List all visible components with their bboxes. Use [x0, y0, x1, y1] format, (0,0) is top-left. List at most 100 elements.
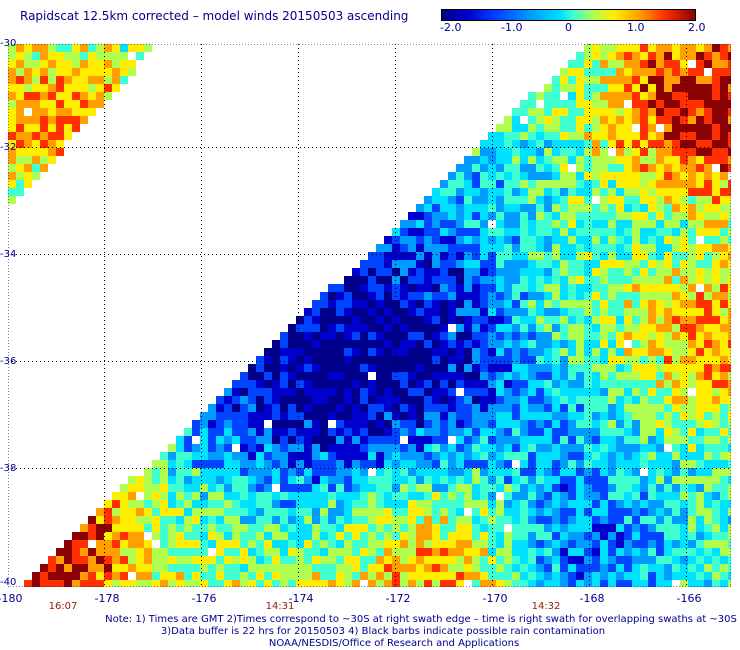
data-cell [696, 532, 704, 540]
data-cell [288, 364, 296, 372]
data-cell [592, 500, 600, 508]
data-cell [608, 340, 616, 348]
data-cell [568, 388, 576, 396]
data-cell [272, 348, 280, 356]
data-cell [616, 220, 624, 228]
data-cell [592, 492, 600, 500]
data-cell [184, 508, 192, 516]
data-cell [368, 476, 376, 484]
data-cell [8, 84, 16, 92]
data-cell [624, 172, 632, 180]
data-cell [616, 356, 624, 364]
data-cell [480, 428, 488, 436]
data-cell [424, 316, 432, 324]
data-cell [520, 108, 528, 116]
data-cell [664, 180, 672, 188]
data-cell [552, 548, 560, 556]
data-cell [664, 556, 672, 564]
note-line: Note: 1) Times are GMT 2)Times correspon… [105, 614, 737, 625]
data-cell [192, 508, 200, 516]
data-cell [704, 124, 712, 132]
data-cell [224, 388, 232, 396]
data-cell [632, 124, 640, 132]
data-cell [528, 436, 536, 444]
data-cell [480, 436, 488, 444]
data-cell [600, 404, 608, 412]
data-cell [40, 124, 48, 132]
data-cell [624, 212, 632, 220]
data-cell [616, 100, 624, 108]
data-cell [16, 156, 24, 164]
data-cell [640, 372, 648, 380]
data-cell [688, 412, 696, 420]
data-cell [720, 364, 728, 372]
data-cell [704, 500, 712, 508]
data-cell [432, 532, 440, 540]
data-cell [416, 484, 424, 492]
data-cell [640, 92, 648, 100]
data-cell [536, 396, 544, 404]
data-cell [616, 116, 624, 124]
data-cell [432, 372, 440, 380]
data-cell [440, 292, 448, 300]
data-cell [312, 508, 320, 516]
data-cell [144, 556, 152, 564]
data-cell [256, 540, 264, 548]
data-cell [448, 172, 456, 180]
data-cell [328, 500, 336, 508]
data-cell [368, 564, 376, 572]
data-cell [600, 60, 608, 68]
data-cell [672, 532, 680, 540]
data-cell [320, 572, 328, 580]
data-cell [360, 564, 368, 572]
data-cell [216, 468, 224, 476]
data-cell [616, 484, 624, 492]
data-cell [408, 444, 416, 452]
data-cell [648, 236, 656, 244]
data-cell [616, 244, 624, 252]
data-cell [728, 308, 731, 316]
data-cell [464, 460, 472, 468]
data-cell [592, 68, 600, 76]
data-cell [712, 68, 720, 76]
data-cell [456, 356, 464, 364]
data-cell [504, 372, 512, 380]
data-cell [656, 444, 664, 452]
data-cell [120, 516, 128, 524]
data-cell [648, 276, 656, 284]
data-cell [560, 308, 568, 316]
data-cell [232, 484, 240, 492]
data-cell [368, 332, 376, 340]
data-cell [480, 452, 488, 460]
data-cell [712, 204, 720, 212]
data-cell [648, 412, 656, 420]
data-cell [712, 468, 720, 476]
data-cell [384, 556, 392, 564]
data-cell [688, 444, 696, 452]
data-cell [360, 524, 368, 532]
data-cell [456, 340, 464, 348]
data-cell [728, 60, 731, 68]
data-cell [40, 100, 48, 108]
data-cell [32, 92, 40, 100]
data-cell [568, 92, 576, 100]
data-cell [696, 84, 704, 92]
data-cell [224, 556, 232, 564]
data-cell [680, 212, 688, 220]
data-cell [536, 436, 544, 444]
data-cell [552, 340, 560, 348]
data-cell [544, 420, 552, 428]
data-cell [376, 580, 384, 587]
data-cell [296, 380, 304, 388]
data-cell [464, 516, 472, 524]
data-cell [544, 444, 552, 452]
data-cell [40, 572, 48, 580]
data-cell [536, 340, 544, 348]
data-cell [24, 44, 32, 52]
data-cell [528, 516, 536, 524]
data-cell [728, 540, 731, 548]
data-cell [712, 308, 720, 316]
data-cell [632, 380, 640, 388]
data-cell [584, 100, 592, 108]
data-cell [592, 108, 600, 116]
